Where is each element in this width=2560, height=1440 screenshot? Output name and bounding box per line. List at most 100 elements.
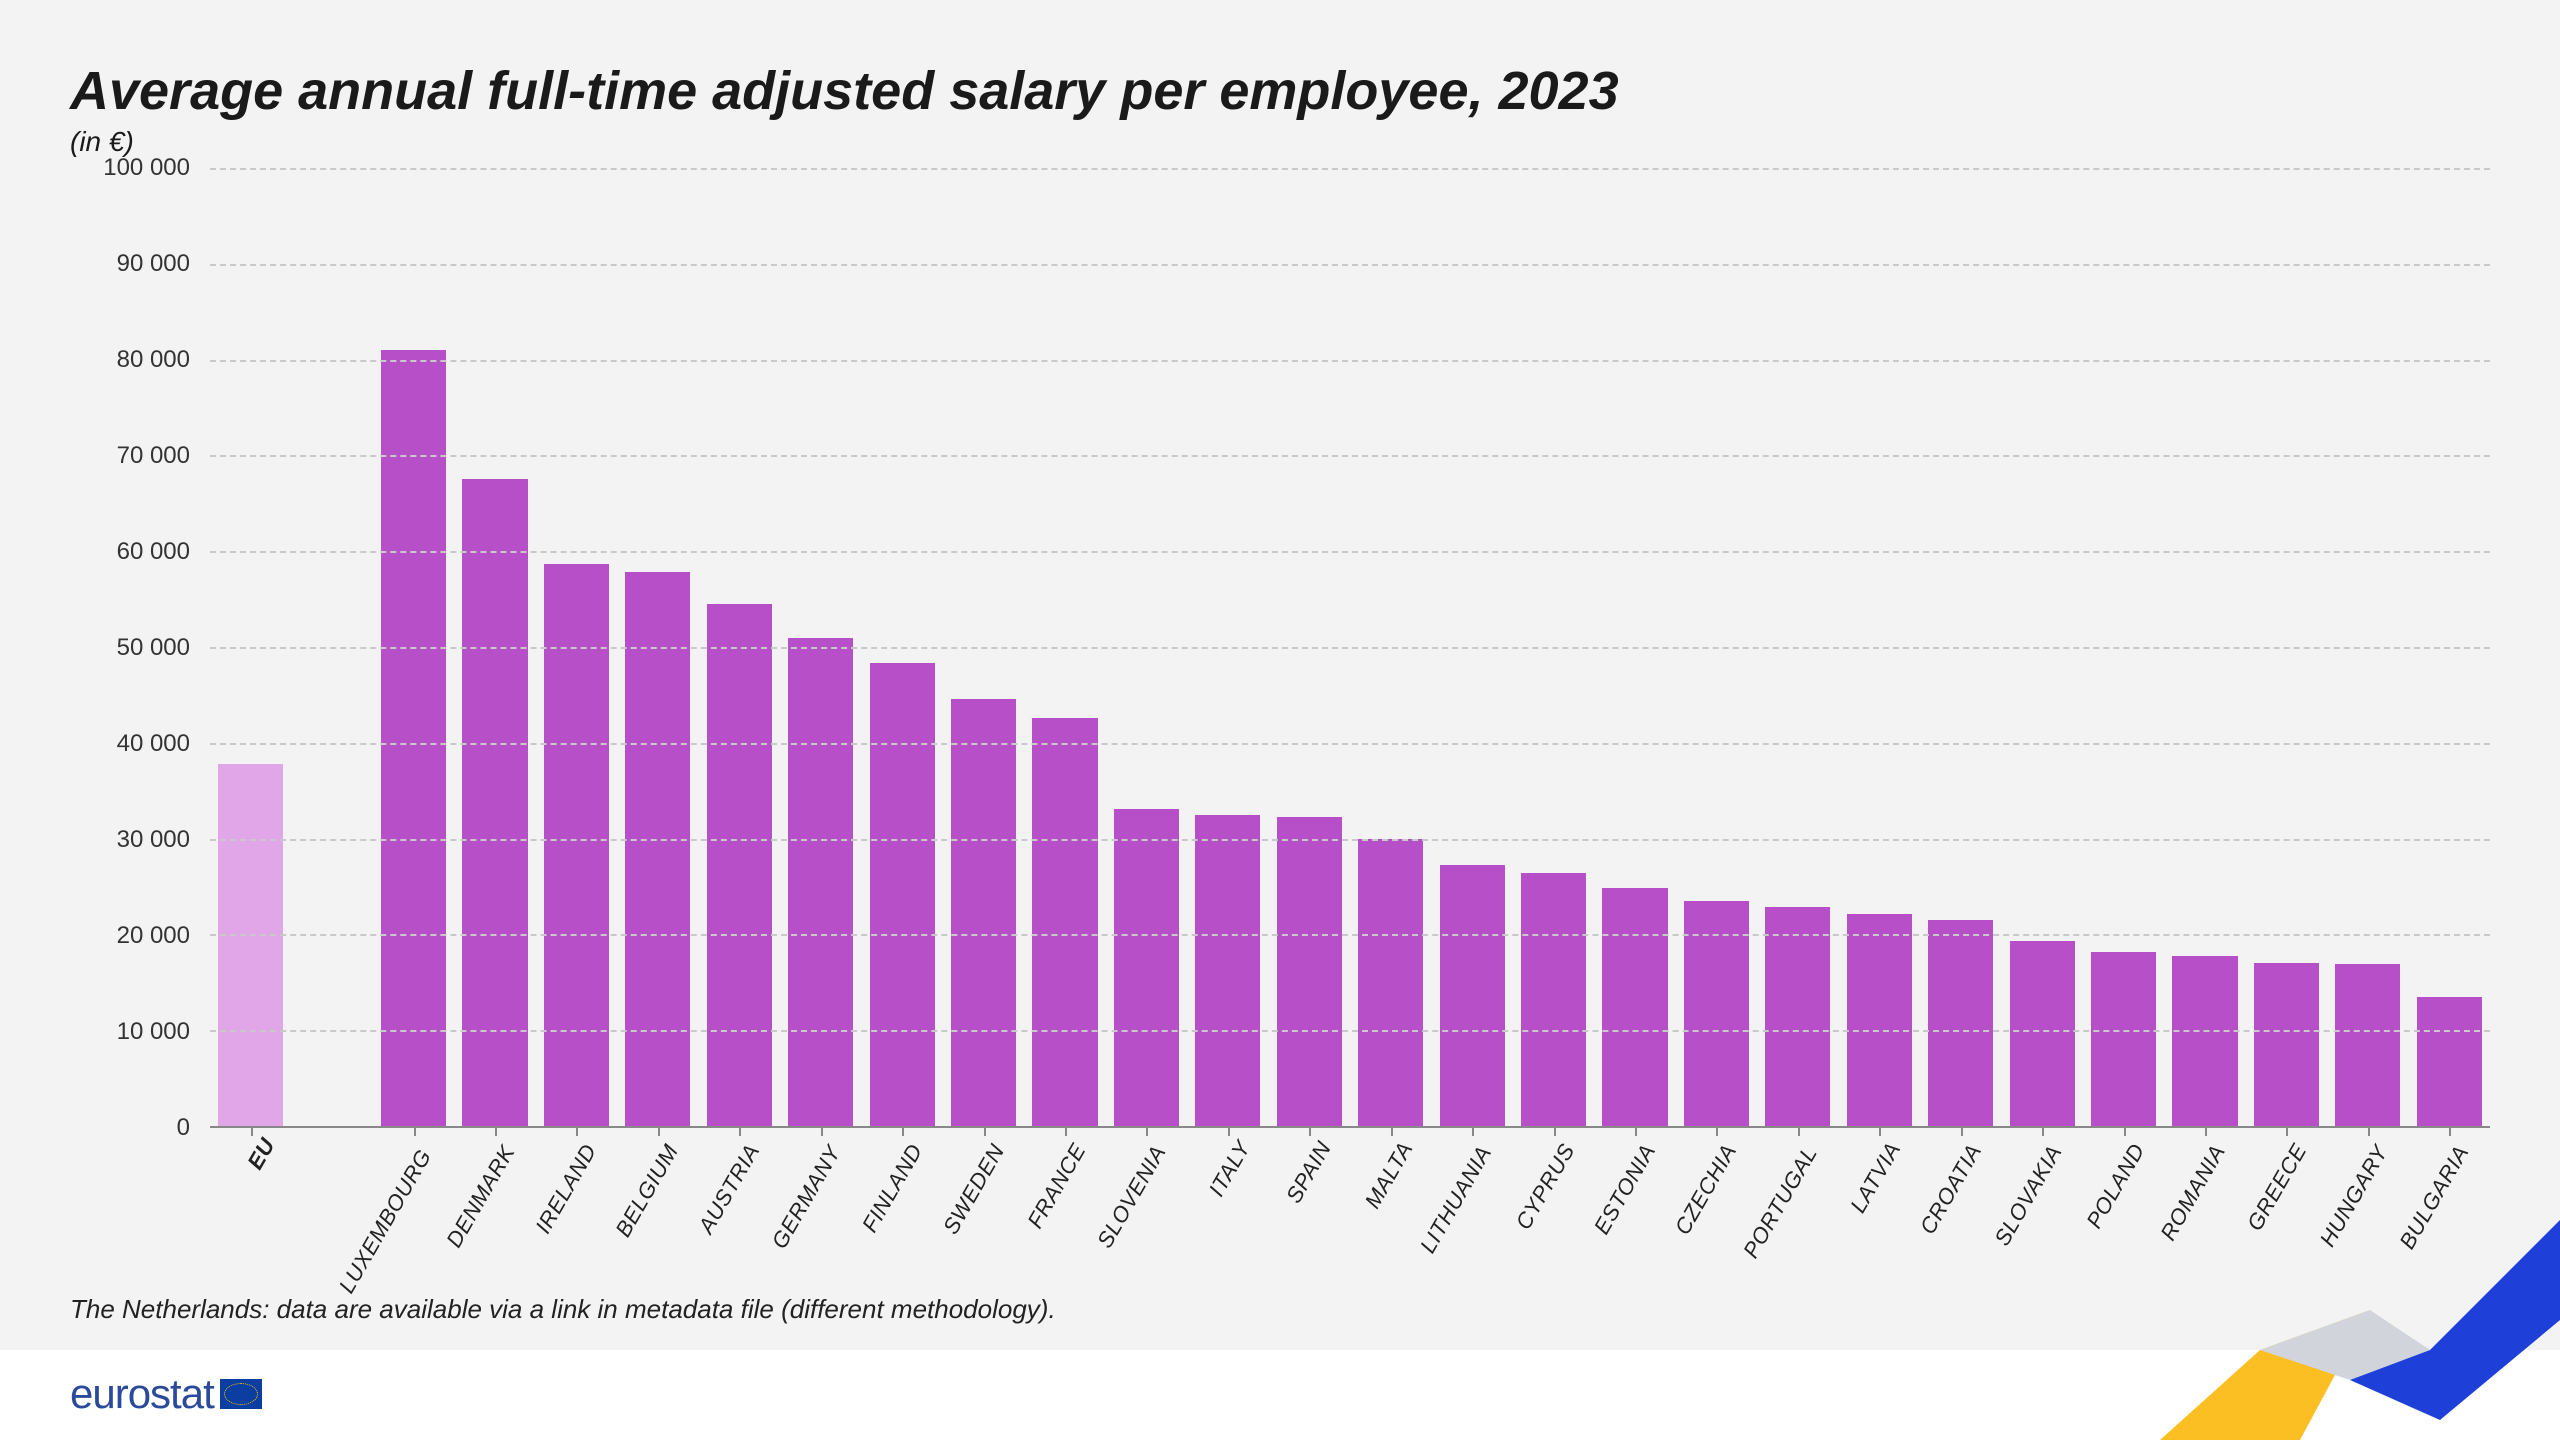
x-tick: [658, 1126, 660, 1136]
x-tick-label: LATVIA: [1845, 1138, 1906, 1218]
x-tick: [2205, 1126, 2207, 1136]
x-tick-label: PORTUGAL: [1738, 1142, 1823, 1263]
x-tick-label: DENMARK: [441, 1141, 520, 1252]
y-tick-label: 100 000: [103, 154, 190, 182]
x-tick: [1309, 1126, 1311, 1136]
bar: [1277, 817, 1342, 1126]
bar: [1032, 718, 1097, 1126]
x-tick-label: SPAIN: [1281, 1137, 1337, 1208]
x-tick-label: FRANCE: [1022, 1139, 1091, 1233]
y-tick-label: 60 000: [117, 538, 190, 566]
bar: [788, 638, 853, 1126]
bar: [625, 572, 690, 1126]
x-tick-label: MALTA: [1359, 1137, 1418, 1213]
x-tick: [1472, 1126, 1474, 1136]
x-tick: [2124, 1126, 2126, 1136]
y-tick-label: 80 000: [117, 346, 190, 374]
gridline: [210, 264, 2490, 266]
x-tick: [739, 1126, 741, 1136]
chart-frame: Average annual full-time adjusted salary…: [0, 0, 2560, 1440]
bar: [2417, 997, 2482, 1126]
x-tick: [984, 1126, 986, 1136]
bar: [951, 699, 1016, 1126]
gridline: [210, 647, 2490, 649]
x-tick: [1879, 1126, 1881, 1136]
y-axis-labels: 010 00020 00030 00040 00050 00060 00070 …: [70, 168, 200, 1128]
x-tick-label: LITHUANIA: [1415, 1141, 1497, 1257]
x-tick-label: ESTONIA: [1589, 1140, 1661, 1239]
bar: [1602, 888, 1667, 1126]
x-tick: [576, 1126, 578, 1136]
x-tick: [1716, 1126, 1718, 1136]
gridline: [210, 934, 2490, 936]
gridline: [210, 839, 2490, 841]
bar: [1195, 815, 1260, 1126]
bar: [462, 479, 527, 1126]
x-tick: [1391, 1126, 1393, 1136]
y-tick-label: 70 000: [117, 442, 190, 470]
chart-subtitle: (in €): [70, 126, 2490, 158]
bar: [2010, 941, 2075, 1126]
gridline: [210, 551, 2490, 553]
x-tick: [414, 1126, 416, 1136]
x-tick-label: CROATIA: [1915, 1140, 1987, 1239]
x-tick-label: FINLAND: [857, 1139, 928, 1237]
x-tick: [2368, 1126, 2370, 1136]
y-tick-label: 30 000: [117, 826, 190, 854]
eurostat-logo-text: eurostat: [70, 1370, 214, 1418]
bar: [870, 663, 935, 1126]
bar: [2335, 964, 2400, 1126]
y-tick-label: 0: [177, 1114, 190, 1142]
x-tick: [1228, 1126, 1230, 1136]
gridline: [210, 360, 2490, 362]
chart-area: 010 00020 00030 00040 00050 00060 00070 …: [70, 168, 2490, 1128]
x-tick-label: EU: [242, 1134, 280, 1174]
x-tick: [251, 1126, 253, 1136]
bar: [218, 764, 283, 1126]
x-tick: [1554, 1126, 1556, 1136]
x-tick-label: BELGIUM: [610, 1140, 684, 1242]
bar: [1114, 809, 1179, 1126]
chart-footnote: The Netherlands: data are available via …: [70, 1294, 1056, 1325]
gridline: [210, 1030, 2490, 1032]
chart-title: Average annual full-time adjusted salary…: [70, 60, 2490, 122]
bar: [381, 350, 446, 1126]
x-tick: [1635, 1126, 1637, 1136]
decorative-swoosh-icon: [2140, 1180, 2560, 1440]
x-tick-label: CZECHIA: [1670, 1140, 1743, 1240]
x-tick-label: AUSTRIA: [694, 1140, 766, 1239]
x-tick: [1961, 1126, 1963, 1136]
bar: [2091, 952, 2156, 1126]
gridline: [210, 743, 2490, 745]
x-tick: [1798, 1126, 1800, 1136]
x-tick: [2449, 1126, 2451, 1136]
gridline: [210, 455, 2490, 457]
x-tick-label: SLOVENIA: [1092, 1141, 1172, 1253]
x-tick-label: SLOVAKIA: [1989, 1141, 2067, 1251]
x-tick-label: LUXEMBOURG: [333, 1145, 436, 1298]
bar: [2172, 956, 2237, 1126]
plot-area: EULUXEMBOURGDENMARKIRELANDBELGIUMAUSTRIA…: [210, 168, 2490, 1128]
bar: [1521, 873, 1586, 1126]
y-tick-label: 90 000: [117, 250, 190, 278]
bar: [2254, 963, 2319, 1126]
x-tick: [1146, 1126, 1148, 1136]
bar: [1765, 907, 1830, 1126]
bar: [1440, 865, 1505, 1126]
x-tick-label: ITALY: [1204, 1136, 1257, 1201]
bar: [707, 604, 772, 1126]
x-tick: [1065, 1126, 1067, 1136]
eurostat-logo: eurostat: [70, 1370, 262, 1418]
bar: [1358, 839, 1423, 1126]
y-tick-label: 10 000: [117, 1018, 190, 1046]
x-tick-label: SWEDEN: [937, 1140, 1009, 1239]
gridline: [210, 168, 2490, 170]
bar: [1847, 914, 1912, 1126]
y-tick-label: 50 000: [117, 634, 190, 662]
x-tick-label: CYPRUS: [1510, 1139, 1580, 1234]
eu-flag-icon: [220, 1379, 262, 1409]
x-tick-label: GERMANY: [766, 1141, 846, 1253]
x-tick: [821, 1126, 823, 1136]
bar: [1928, 920, 1993, 1126]
x-tick-label: IRELAND: [531, 1140, 603, 1239]
